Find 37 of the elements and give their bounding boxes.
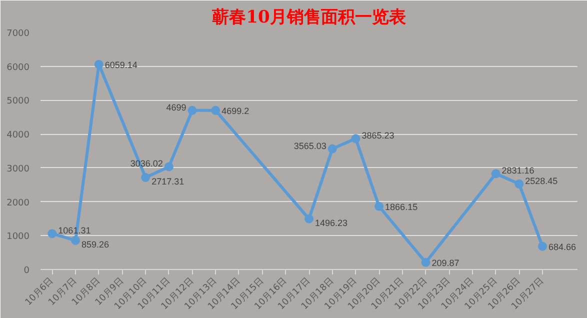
data-label: 209.87	[432, 258, 460, 268]
point	[211, 106, 220, 115]
data-label: 2528.45	[525, 176, 558, 186]
data-label: 859.26	[82, 239, 110, 250]
data-label: 2717.31	[152, 176, 184, 186]
data-label: 4699	[166, 102, 186, 112]
data-label: 6059.14	[104, 60, 138, 70]
point	[304, 214, 314, 224]
data-label: 684.66	[548, 242, 576, 252]
y-tick-label: 6000	[6, 62, 30, 73]
point	[141, 173, 150, 182]
point	[328, 144, 337, 154]
point	[538, 242, 547, 251]
point	[71, 236, 80, 245]
data-label: 4699.2	[222, 106, 250, 116]
y-tick-label: 1000	[6, 232, 30, 242]
point	[188, 106, 197, 115]
data-label: 2831.16	[502, 166, 534, 176]
point	[164, 162, 174, 172]
point	[94, 60, 104, 69]
point	[421, 258, 430, 267]
point	[351, 134, 360, 144]
point	[514, 179, 524, 188]
y-tick-label: 4000	[6, 130, 30, 141]
data-label: 3865.23	[362, 130, 394, 141]
data-label: 3565.03	[294, 140, 326, 151]
y-tick-label: 3000	[6, 164, 30, 174]
point	[491, 169, 500, 178]
data-label: 1866.15	[385, 202, 418, 212]
point	[48, 229, 57, 238]
y-tick-label: 7000	[6, 29, 30, 39]
chart-title: 蕲春10月销售面积一览表	[211, 8, 407, 28]
data-label: 1496.23	[315, 218, 348, 228]
y-tick-label: 0	[24, 266, 30, 276]
y-tick-label: 5000	[6, 96, 30, 107]
point	[374, 202, 384, 211]
y-tick-label: 2000	[6, 198, 30, 208]
